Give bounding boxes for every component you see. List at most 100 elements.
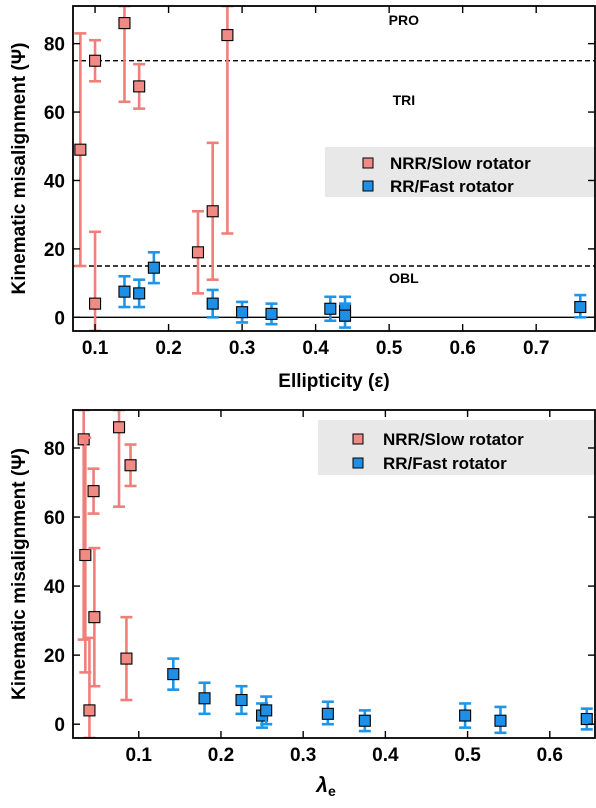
marker	[260, 704, 273, 717]
fast-point-2	[133, 278, 146, 309]
marker	[89, 54, 102, 67]
y-tick-label: 60	[44, 103, 65, 124]
legend-label-slow: NRR/Slow rotator	[383, 430, 524, 449]
marker	[124, 459, 137, 472]
marker	[265, 307, 278, 320]
fast-point-7	[358, 709, 371, 733]
x-tick-label: 0.1	[82, 338, 109, 359]
legend-marker-slow	[352, 433, 364, 445]
x-tick-label: 0.4	[372, 745, 399, 766]
y-tick-label: 60	[44, 508, 65, 529]
y-axis-label: Kinematic misalignment (Ψ)	[9, 43, 30, 295]
fast-point-7	[324, 295, 337, 323]
legend-marker-slow	[362, 157, 374, 169]
marker	[133, 287, 146, 300]
x-tick-label: 0.5	[376, 338, 403, 359]
slow-point-6	[191, 209, 205, 295]
marker	[338, 309, 352, 322]
x-tick-label: 0.6	[449, 338, 475, 359]
slow-point-7	[120, 615, 133, 702]
slow-point-5	[133, 62, 146, 110]
x-axis-label: Ellipticity (ε)	[278, 371, 389, 392]
fast-point-4	[206, 288, 219, 319]
x-tick-label: 0.3	[229, 338, 255, 359]
marker	[83, 704, 96, 717]
fast-point-5	[236, 300, 249, 324]
slow-point-2	[89, 38, 102, 83]
x-tick-label: 0.2	[208, 745, 234, 766]
marker	[79, 548, 92, 562]
region-label-pro: PRO	[389, 12, 419, 28]
fast-point-9	[494, 705, 507, 735]
plot-frame	[72, 409, 596, 739]
x-tick-label: 0.6	[537, 745, 563, 766]
fast-point-3	[235, 684, 248, 716]
slow-point-4	[118, 6, 131, 104]
marker	[133, 80, 146, 93]
legend: NRR/Slow rotator RR/Fast rotator	[318, 420, 595, 475]
chart-panel-1: PRO TRI OBL NRR/Slow rotator RR/Fast rotator…	[9, 5, 596, 392]
x-tick-label: 0.5	[454, 745, 481, 766]
marker	[580, 712, 593, 726]
region-label-tri: TRI	[393, 92, 416, 108]
marker	[77, 433, 90, 446]
slow-point-3	[89, 230, 102, 331]
marker	[198, 692, 211, 705]
chart-panel-2: NRR/Slow rotator RR/Fast rotator 0.1 0.2 0.3…	[9, 409, 596, 799]
marker	[459, 709, 472, 722]
marker	[88, 611, 101, 624]
legend: NRR/Slow rotator RR/Fast rotator	[325, 147, 595, 197]
slow-point-1	[74, 32, 87, 268]
data-layer	[77, 410, 593, 738]
fast-point-1	[118, 274, 131, 309]
marker	[147, 261, 160, 274]
marker	[221, 29, 234, 42]
marker	[236, 306, 249, 319]
y-axis-label: Kinematic misalignment (Ψ)	[9, 448, 30, 700]
fast-point-9	[338, 302, 352, 329]
legend-label-fast: RR/Fast rotator	[383, 454, 507, 473]
fast-point-3	[147, 251, 160, 285]
x-tick-label: 0.4	[302, 338, 329, 359]
marker	[191, 246, 205, 259]
fast-point-6	[265, 302, 278, 326]
x-axis-label: λe	[315, 774, 336, 799]
marker	[321, 707, 334, 720]
x-tick-label: 0.7	[523, 338, 549, 359]
y-tick-label: 0	[54, 308, 65, 329]
y-tick-label: 80	[44, 35, 65, 56]
legend-label-slow: NRR/Slow rotator	[390, 154, 531, 173]
fast-point-8	[459, 702, 472, 729]
x-tick-label: 0.3	[290, 745, 316, 766]
legend-label-fast: RR/Fast rotator	[390, 177, 514, 196]
fast-point-10	[580, 707, 593, 731]
x-tick-label: 0.2	[155, 338, 181, 359]
y-tick-label: 0	[54, 715, 65, 736]
marker	[87, 485, 100, 498]
marker	[118, 17, 131, 30]
legend-marker-fast	[362, 180, 374, 192]
slow-point-6	[112, 410, 126, 508]
region-label-obl: OBL	[389, 270, 419, 286]
marker	[324, 302, 337, 315]
fast-point-5	[260, 695, 273, 726]
fast-point-2	[198, 681, 211, 716]
slow-point-5	[88, 546, 101, 688]
y-tick-label: 20	[44, 240, 65, 261]
y-tick-label: 80	[44, 439, 65, 460]
fast-point-1	[167, 657, 180, 691]
marker	[112, 421, 126, 434]
slow-point-8	[124, 443, 137, 488]
slow-point-4	[87, 467, 100, 515]
marker	[118, 285, 131, 298]
marker	[358, 714, 371, 727]
marker	[206, 297, 219, 310]
y-tick-label: 40	[44, 171, 65, 192]
marker	[574, 301, 587, 314]
slow-point-1	[77, 410, 90, 641]
fast-point-6	[321, 700, 334, 726]
slow-point-7	[206, 141, 219, 281]
marker	[494, 714, 507, 727]
y-tick-label: 40	[44, 577, 65, 598]
